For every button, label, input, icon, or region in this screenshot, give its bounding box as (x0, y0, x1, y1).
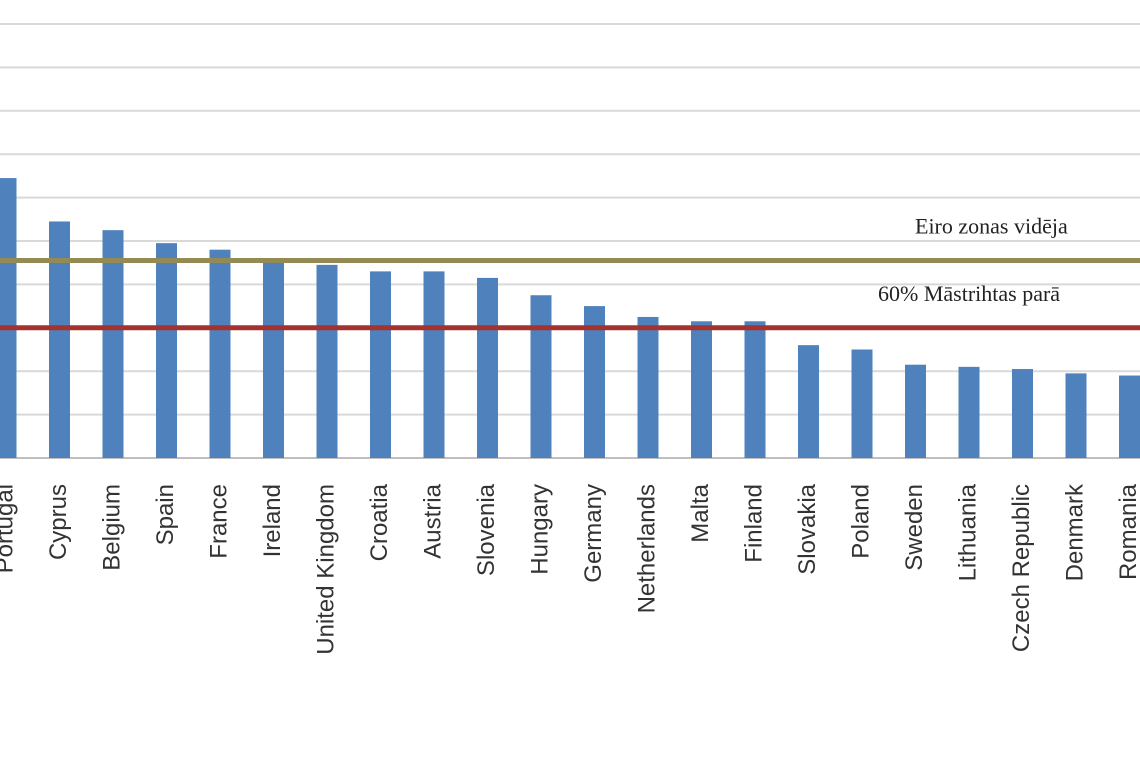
x-tick-label: Poland (847, 484, 874, 559)
x-tick-label: Ireland (259, 484, 286, 557)
bar (102, 230, 124, 458)
x-tick-label: Netherlands (633, 484, 660, 613)
x-tick-label: Germany (580, 484, 607, 583)
x-tick-label: Portugal (0, 484, 18, 573)
bar (209, 249, 231, 458)
bar (370, 271, 391, 458)
bar (798, 345, 819, 458)
reference-label: Eiro zonas vidēja (915, 214, 1068, 239)
x-tick-label: Finland (740, 484, 767, 563)
bar (423, 271, 445, 458)
bar (530, 295, 552, 458)
x-tick-label: Cyprus (45, 484, 72, 560)
x-tick-label: Slovenia (473, 483, 500, 576)
bar (49, 221, 70, 458)
bar (584, 306, 605, 458)
bar (744, 321, 766, 458)
reference-label: 60% Māstrihtas parā (878, 281, 1060, 306)
x-tick-label: Croatia (366, 483, 393, 561)
x-tick-label: Czech Republic (1008, 484, 1035, 652)
x-tick-label: Romania (1115, 483, 1140, 580)
bar (637, 316, 659, 458)
x-tick-label: Slovakia (794, 483, 821, 574)
bar (316, 264, 338, 458)
bar (263, 262, 284, 458)
bar (1065, 373, 1087, 458)
x-tick-label: France (205, 484, 232, 559)
bar (851, 349, 873, 458)
bar (156, 243, 177, 458)
bar (477, 277, 498, 458)
x-tick-label: Belgium (98, 484, 125, 571)
x-tick-label: Spain (152, 484, 179, 545)
x-tick-label: Malta (687, 483, 714, 542)
x-tick-label: Austria (419, 483, 446, 558)
x-tick-label: Sweden (901, 484, 928, 571)
x-tick-label: United Kingdom (312, 484, 339, 655)
bar (1012, 369, 1033, 458)
x-tick-label: Hungary (526, 484, 553, 575)
bar (905, 364, 926, 458)
bar (1119, 375, 1140, 458)
x-tick-label: Denmark (1061, 483, 1088, 581)
bar (691, 321, 712, 458)
x-tick-label: Lithuania (954, 483, 981, 581)
bar (958, 366, 980, 458)
bar (0, 178, 17, 458)
